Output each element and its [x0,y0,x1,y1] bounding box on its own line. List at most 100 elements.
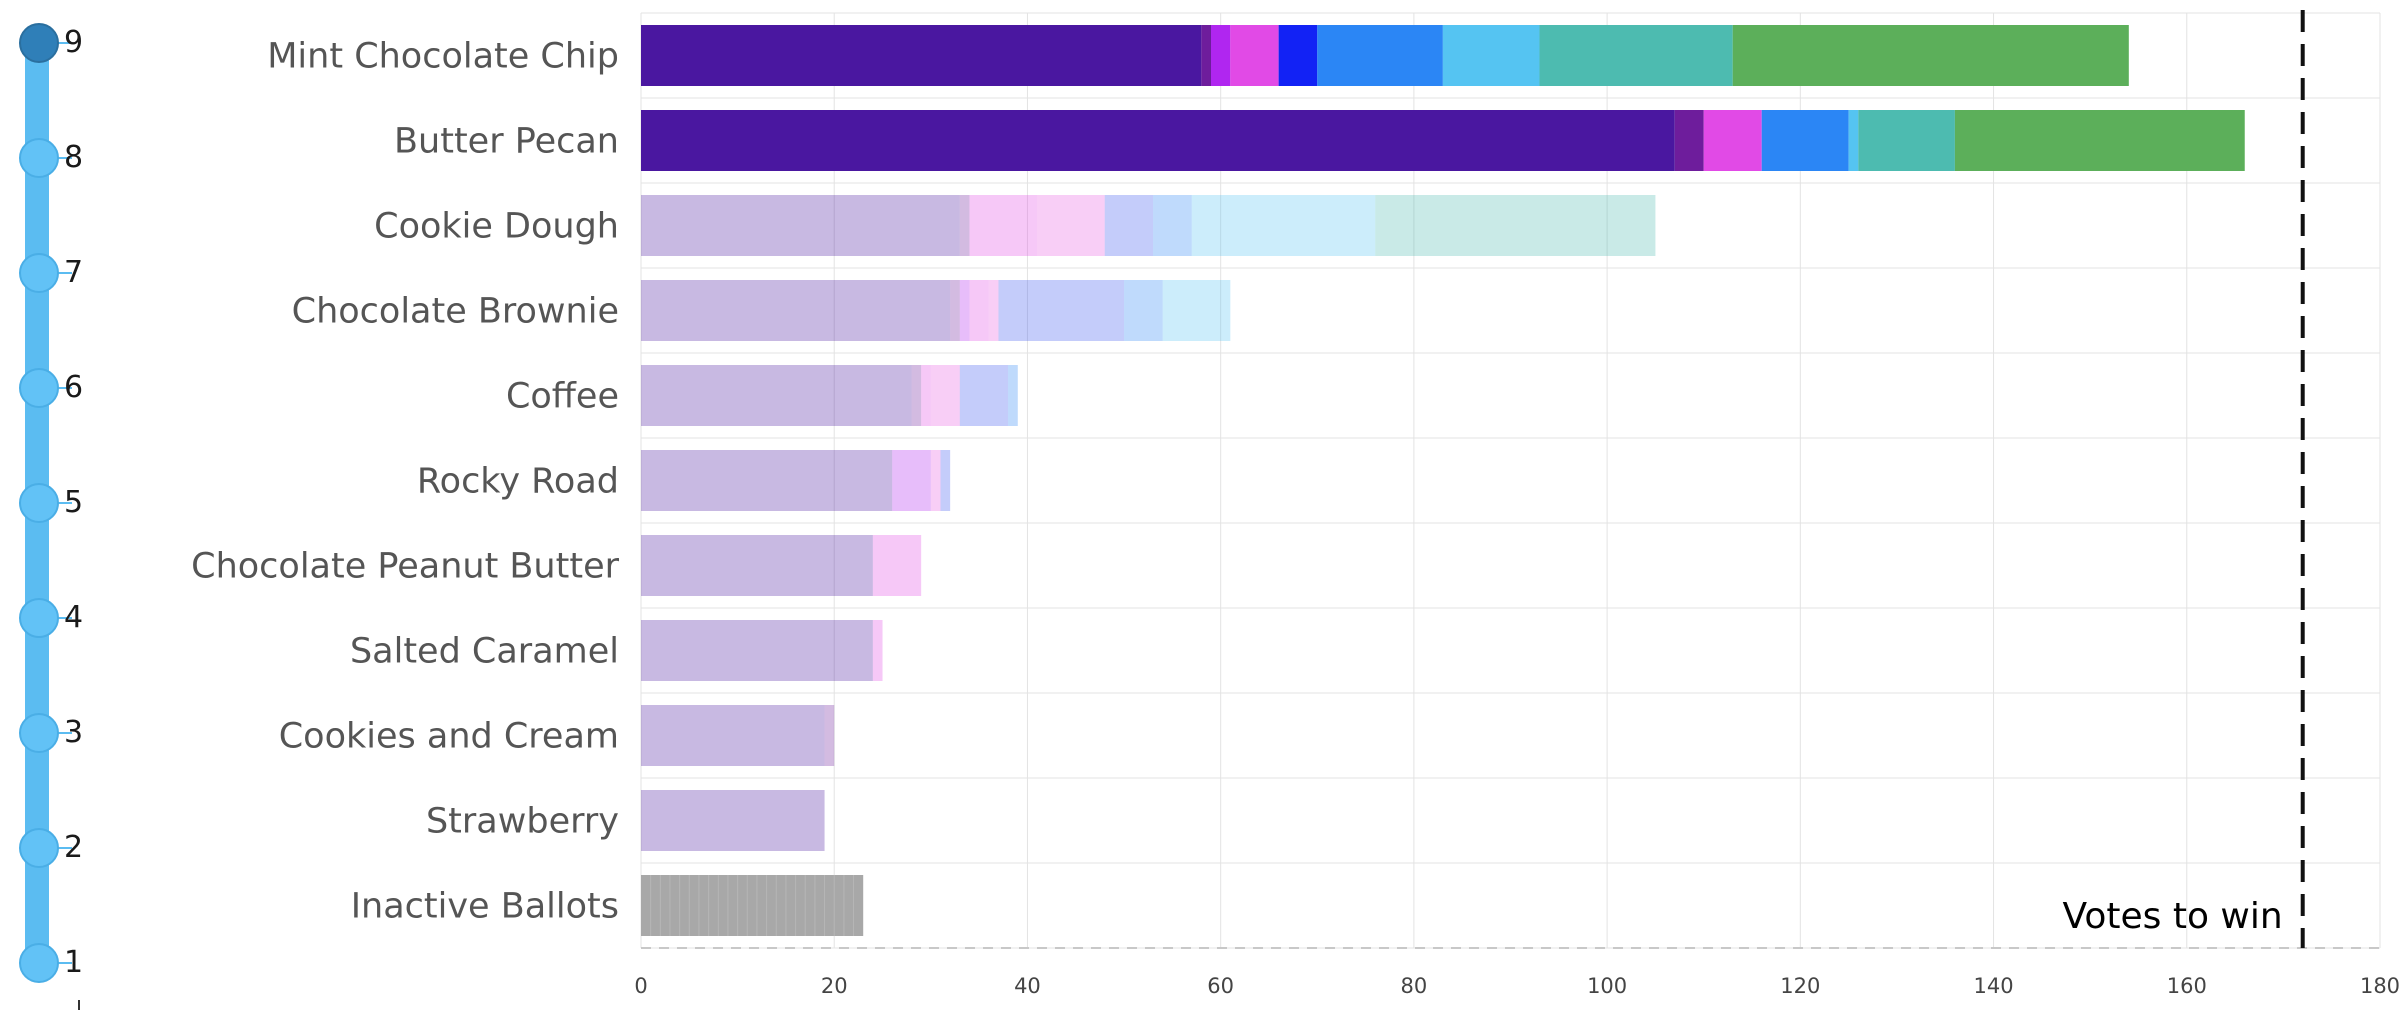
category-label: Rocky Road [417,462,619,502]
bar-segment [1191,195,1376,256]
round-label: 1 [64,945,84,980]
round-knob-7[interactable] [19,253,59,293]
bar-segment [1848,110,1859,171]
bar-segment [950,280,960,341]
round-label: 6 [64,370,84,405]
bar-segment [969,280,989,341]
bar-segment [1230,25,1279,86]
bar-segment [1104,195,1154,256]
bar-coffee [641,365,1018,426]
bar-segment [969,195,1038,256]
bar-segment [959,195,970,256]
bar-segment [1954,110,2245,171]
category-label: Cookie Dough [374,207,619,247]
bar-segment [1732,25,2129,86]
category-label: Coffee [506,377,619,417]
bar-segment [911,365,922,426]
x-tick-label: 20 [821,974,848,998]
round-knob-8[interactable] [19,138,59,178]
round-label: 7 [64,255,84,290]
bar-strawberry [641,790,825,851]
bar-cookie-dough [641,195,1656,256]
bar-segment [1317,25,1443,86]
category-label: Butter Pecan [394,122,619,162]
bar-segment [1442,25,1540,86]
votes-to-win-label: Votes to win [2063,896,2283,937]
x-tick-label: 160 [2167,974,2207,998]
round-knob-6[interactable] [19,368,59,408]
bar-rocky-road [641,450,951,511]
x-tick-label: 120 [1780,974,1820,998]
round-knob-9[interactable] [19,23,59,63]
round-label: 8 [64,140,84,175]
bar-segment [641,535,873,596]
bar-salted-caramel [641,620,883,681]
round-knob-2[interactable] [19,828,59,868]
bar-segment [641,705,825,766]
round-label: 9 [64,25,84,60]
bar-segment [1858,110,1955,171]
bar-segment [1037,195,1105,256]
category-label: Chocolate Peanut Butter [191,547,619,587]
bar-segment [940,450,951,511]
bar-segment [1162,280,1231,341]
bar-segment [641,110,1675,171]
bar-segment [1761,110,1849,171]
bar-segment [1211,25,1231,86]
round-knob-3[interactable] [19,713,59,753]
category-label: Mint Chocolate Chip [267,37,619,77]
bar-segment [641,195,960,256]
x-tick-label: 0 [634,974,647,998]
bar-cookies-and-cream [641,705,835,766]
bar-inactive-ballots [641,875,864,936]
bar-segment [824,705,835,766]
bar-segment [930,365,960,426]
category-label: Strawberry [426,802,619,842]
bar-segment [641,620,873,681]
bar-segment [641,280,951,341]
category-label: Inactive Ballots [351,887,619,927]
x-tick-label: 180 [2360,974,2400,998]
category-label: Cookies and Cream [279,717,619,757]
bar-segment [959,280,970,341]
bar-segment [1008,365,1018,426]
x-tick-label: 100 [1587,974,1627,998]
round-slider[interactable]: 1 2 3 4 5 6 7 8 9 [0,0,120,1010]
slider-foot-tick [78,1000,80,1010]
bar-segment [1124,280,1163,341]
bar-chocolate-peanut-butter [641,535,922,596]
x-tick-label: 60 [1207,974,1234,998]
bar-segment [641,450,893,511]
round-knob-1[interactable] [19,943,59,983]
bar-segment [641,25,1202,86]
bar-segment [921,365,931,426]
round-label: 3 [64,715,84,750]
bar-segment [1153,195,1192,256]
bar-segment [641,875,864,936]
bar-segment [930,450,941,511]
bar-segment [872,535,922,596]
bar-segment [892,450,931,511]
bar-segment [872,620,883,681]
round-label: 5 [64,485,84,520]
bar-chocolate-brownie [641,280,1231,341]
category-label: Salted Caramel [350,632,619,672]
round-label: 2 [64,830,84,865]
round-label: 4 [64,600,84,635]
bar-segment [1375,195,1656,256]
x-tick-label: 140 [1974,974,2014,998]
round-knob-5[interactable] [19,483,59,523]
bar-segment [641,790,825,851]
bar-butter-pecan [641,110,2245,171]
round-knob-4[interactable] [19,598,59,638]
bar-segment [988,280,999,341]
bar-segment [1201,25,1212,86]
bar-mint-chocolate-chip [641,25,2129,86]
bar-segment [1703,110,1762,171]
bar-segment [998,280,1125,341]
category-label: Chocolate Brownie [292,292,619,332]
x-tick-label: 80 [1401,974,1428,998]
bar-segment [641,365,912,426]
